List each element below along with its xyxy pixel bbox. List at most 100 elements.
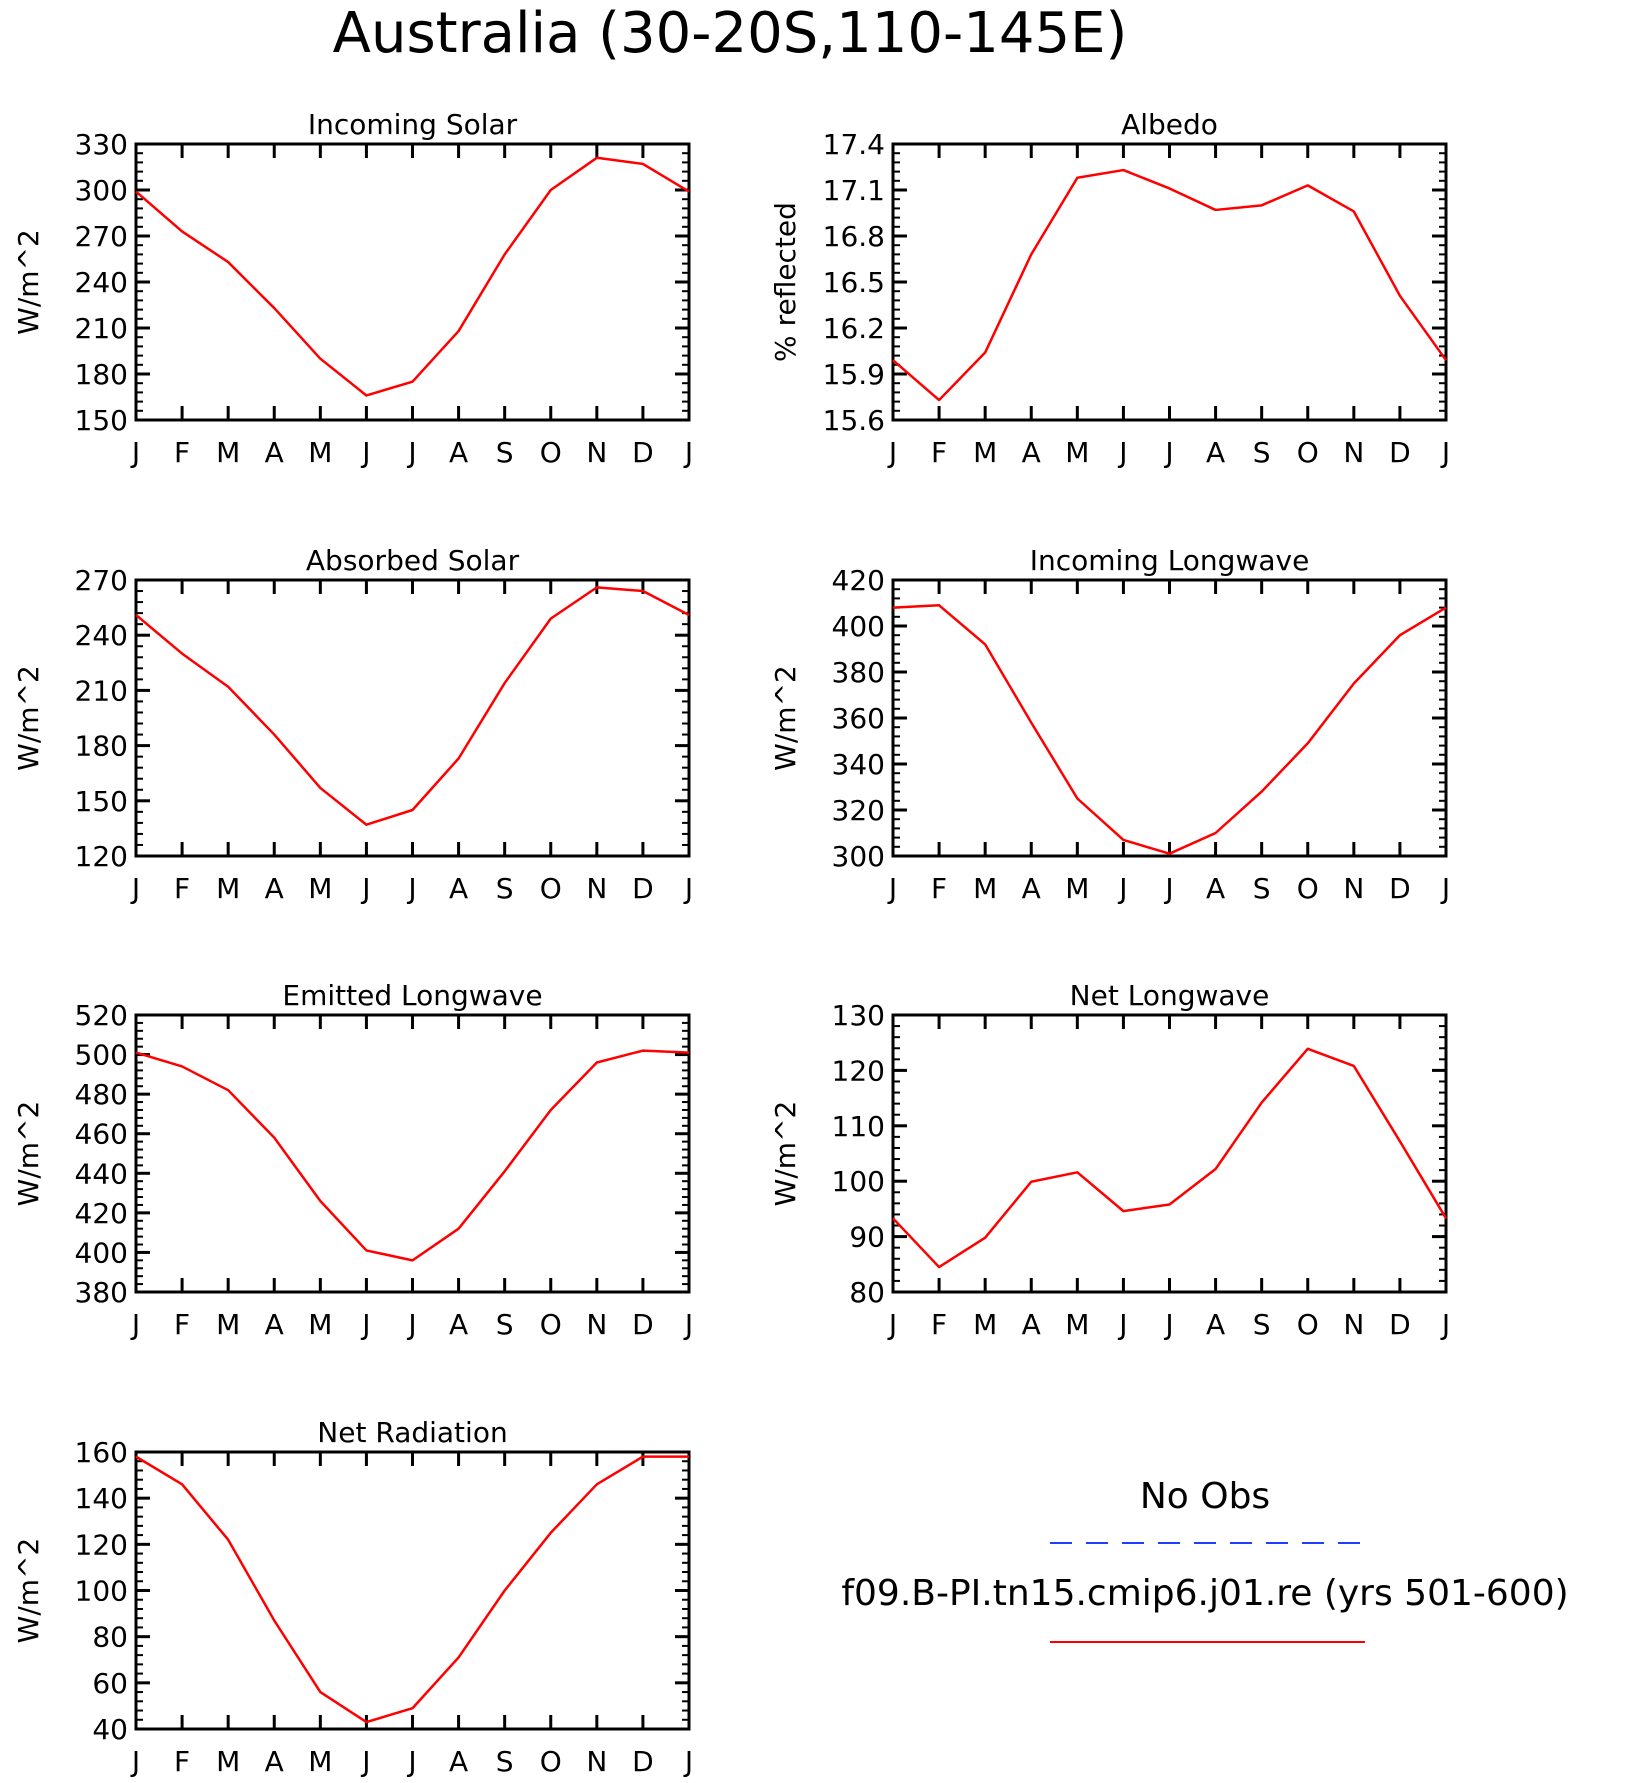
x-tick-label: J (406, 1745, 416, 1778)
x-tick-label: N (1343, 436, 1364, 469)
plot-frame (891, 1013, 1448, 1294)
y-tick-label: 480 (75, 1078, 128, 1111)
x-tick-label: M (216, 436, 240, 469)
y-tick-label: 240 (75, 619, 128, 652)
y-tick-label: 180 (75, 730, 128, 763)
x-tick-label: J (683, 872, 693, 905)
x-tick-label: M (973, 436, 997, 469)
y-tick-label: 17.4 (823, 128, 885, 161)
x-tick-label: S (496, 436, 514, 469)
y-tick-label: 17.1 (823, 174, 885, 207)
y-tick-label: 330 (75, 128, 128, 161)
plot-frame (891, 578, 1448, 858)
series-line (892, 168, 1448, 402)
series-line (135, 156, 690, 397)
y-tick-label: 15.6 (823, 404, 885, 437)
y-tick-label: 400 (832, 610, 885, 643)
x-tick-label: M (308, 872, 332, 905)
x-tick-label: N (586, 1308, 607, 1341)
x-tick-label: S (1253, 436, 1271, 469)
x-tick-label: A (1206, 436, 1225, 469)
x-tick-label: J (130, 872, 140, 905)
x-tick-label: J (130, 1745, 140, 1778)
panel-title: Emitted Longwave (282, 979, 542, 1012)
x-tick-label: J (1163, 436, 1173, 469)
y-tick-label: 120 (75, 1528, 128, 1561)
figure-title: Australia (30-20S,110-145E) (333, 1, 1128, 66)
y-axis-label: W/m^2 (769, 1101, 802, 1207)
x-tick-label: A (265, 436, 284, 469)
y-tick-label: 180 (75, 358, 128, 391)
x-tick-label: D (1389, 436, 1411, 469)
x-tick-label: S (496, 1745, 514, 1778)
plot-frame (134, 578, 691, 858)
x-tick-label: M (1065, 872, 1089, 905)
legend-model-label: f09.B-PI.tn15.cmip6.j01.re (yrs 501-600) (841, 1573, 1568, 1614)
x-tick-label: M (216, 872, 240, 905)
x-tick-label: O (540, 1745, 562, 1778)
x-tick-label: J (1440, 1308, 1450, 1341)
y-tick-label: 150 (75, 404, 128, 437)
panel-title: Incoming Longwave (1030, 544, 1310, 577)
x-tick-label: N (586, 872, 607, 905)
y-tick-label: 40 (92, 1713, 128, 1746)
x-tick-label: M (308, 436, 332, 469)
x-tick-label: O (1297, 1308, 1319, 1341)
x-tick-label: O (540, 1308, 562, 1341)
x-tick-label: J (360, 872, 370, 905)
y-axis-label: W/m^2 (12, 1538, 45, 1644)
y-tick-label: 380 (75, 1276, 128, 1309)
x-tick-label: F (174, 1308, 190, 1341)
y-tick-label: 270 (75, 220, 128, 253)
x-tick-label: M (973, 1308, 997, 1341)
x-tick-label: J (1117, 1308, 1127, 1341)
x-tick-label: J (1440, 872, 1450, 905)
x-tick-label: J (1440, 436, 1450, 469)
y-tick-label: 130 (832, 999, 885, 1032)
x-tick-label: J (1117, 872, 1127, 905)
x-tick-label: S (1253, 872, 1271, 905)
x-tick-label: J (406, 1308, 416, 1341)
panel-title: Net Longwave (1070, 979, 1270, 1012)
x-tick-label: O (1297, 872, 1319, 905)
x-tick-label: M (1065, 1308, 1089, 1341)
y-tick-label: 16.5 (823, 266, 885, 299)
panel-1: Albedo 15.6 15.9 16.2 16.5 16.8 17.1 17.4 % refl… (769, 108, 1450, 469)
x-tick-label: F (174, 1745, 190, 1778)
x-tick-label: A (1206, 1308, 1225, 1341)
x-tick-label: N (586, 436, 607, 469)
x-tick-label: D (1389, 872, 1411, 905)
x-tick-label: A (449, 1308, 468, 1341)
y-tick-label: 420 (832, 564, 885, 597)
y-tick-label: 110 (832, 1110, 885, 1143)
y-tick-label: 320 (832, 794, 885, 827)
x-tick-label: D (632, 436, 654, 469)
plot-frame (134, 1013, 691, 1294)
plot-frame (891, 142, 1448, 422)
x-tick-label: F (931, 1308, 947, 1341)
y-tick-label: 120 (832, 1054, 885, 1087)
x-tick-label: J (130, 436, 140, 469)
y-axis-label: % reflected (769, 202, 802, 362)
series-line (135, 1455, 689, 1724)
series-line (892, 1047, 1448, 1269)
panels: Incoming Solar 150 180 210 240 270 300 330 W/m^2… (12, 108, 1450, 1778)
x-tick-label: M (1065, 436, 1089, 469)
x-tick-label: J (887, 872, 897, 905)
x-tick-label: A (449, 872, 468, 905)
panel-3: Incoming Longwave 300 320 340 360 380 400 420 W/… (769, 544, 1450, 905)
x-tick-label: A (1206, 872, 1225, 905)
y-tick-label: 500 (75, 1039, 128, 1072)
panel-0: Incoming Solar 150 180 210 240 270 300 330 W/m^2… (12, 108, 693, 469)
x-tick-label: D (632, 872, 654, 905)
x-tick-label: A (1022, 436, 1041, 469)
y-tick-label: 300 (75, 174, 128, 207)
x-tick-label: A (449, 436, 468, 469)
series-line (892, 604, 1447, 855)
x-tick-label: J (683, 1308, 693, 1341)
x-tick-label: F (174, 872, 190, 905)
x-tick-label: J (1117, 436, 1127, 469)
x-tick-label: M (308, 1308, 332, 1341)
y-tick-label: 16.2 (823, 312, 885, 345)
